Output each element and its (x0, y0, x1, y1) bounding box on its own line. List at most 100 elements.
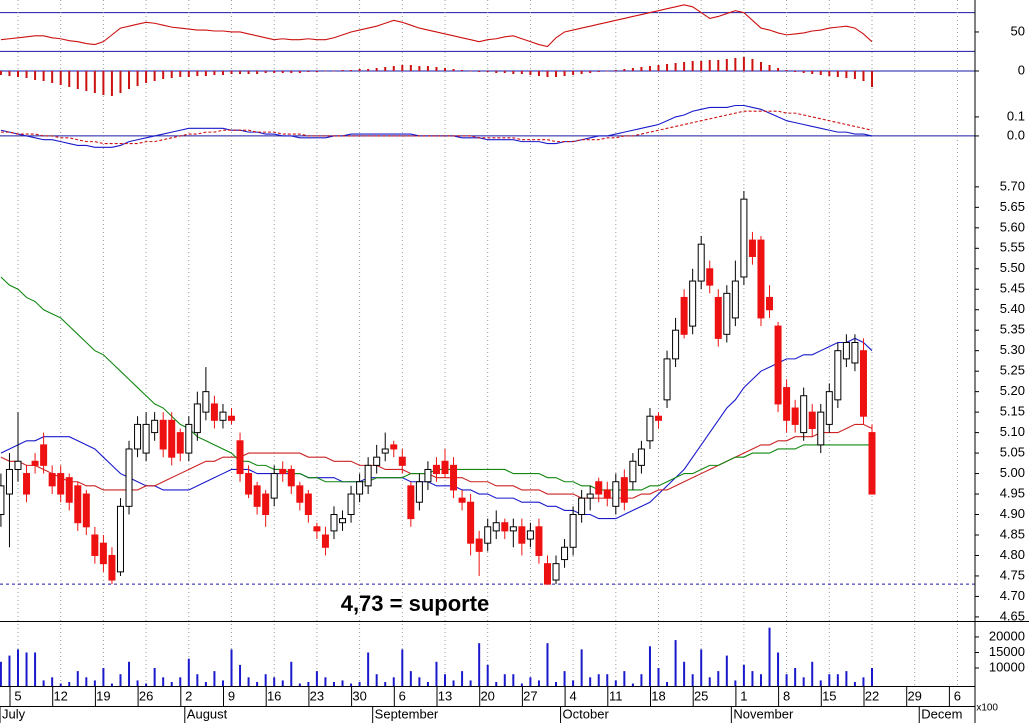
bar (34, 71, 37, 80)
candle-body (578, 497, 586, 516)
bar (128, 661, 131, 686)
candle-body (731, 280, 739, 319)
bar (640, 674, 643, 686)
y-tick-label: 4.85 (1000, 526, 1025, 541)
bar (546, 643, 549, 686)
candle-body (398, 456, 406, 466)
bar (452, 680, 455, 686)
bar (59, 71, 62, 85)
candle-body (125, 448, 133, 507)
bar (256, 71, 259, 74)
bar (187, 658, 190, 686)
candle-body (296, 485, 304, 503)
bar (802, 71, 805, 73)
bar (444, 68, 446, 71)
bar (239, 71, 242, 74)
bar (332, 681, 335, 686)
bar (461, 70, 464, 71)
candle-body (390, 444, 398, 450)
bar (51, 71, 54, 83)
bar (614, 680, 617, 686)
y-tick-label: 4.95 (1000, 485, 1025, 500)
bar (742, 57, 745, 71)
bar (862, 677, 865, 686)
bar (768, 627, 771, 686)
candle-body (5, 468, 13, 495)
bar (247, 71, 250, 74)
bar (495, 71, 498, 73)
candle-body (381, 448, 389, 454)
y-tick-label: 0 (1018, 62, 1025, 77)
bar (478, 71, 481, 72)
bar (802, 677, 805, 686)
bar (871, 71, 873, 87)
candle-body (279, 468, 287, 475)
bar (247, 677, 250, 686)
candle-body (407, 485, 415, 520)
bar (717, 671, 720, 686)
month-label: October (563, 706, 610, 721)
bar (426, 66, 429, 71)
bar (281, 680, 284, 686)
candle-body (672, 329, 680, 360)
bar (734, 680, 737, 686)
candle-body (603, 489, 611, 499)
candle-body (689, 280, 697, 327)
y-tick-label: 5.35 (1000, 322, 1025, 337)
bar (580, 71, 583, 74)
candle-body (620, 477, 628, 503)
bar (512, 674, 515, 686)
bar (307, 71, 310, 72)
bar (51, 677, 54, 686)
bar (110, 71, 113, 96)
candle-body (851, 341, 859, 364)
bar (93, 71, 96, 93)
y-tick-label: 5.55 (1000, 240, 1025, 255)
bar (298, 683, 301, 686)
candle-body (612, 481, 620, 507)
y-tick-label: 4.75 (1000, 567, 1025, 582)
candle-body (475, 538, 483, 552)
bar (512, 71, 515, 74)
bar (230, 71, 233, 74)
candle-body (842, 341, 850, 360)
bar (230, 649, 233, 686)
bar (375, 68, 378, 71)
bar (631, 68, 634, 71)
bar (110, 683, 113, 686)
month-label: July (2, 706, 26, 721)
bar (819, 680, 822, 686)
bar (0, 71, 2, 75)
bar (828, 674, 831, 686)
bar (486, 664, 489, 686)
bar (68, 71, 71, 87)
y-tick-label: 0.0 (1007, 127, 1025, 142)
bar (93, 680, 96, 686)
y-tick-label: 10000 (989, 659, 1025, 674)
bar (324, 677, 327, 686)
bar (76, 671, 79, 686)
candle-body (31, 460, 39, 466)
bar (555, 681, 558, 686)
x-tick-label: 13 (438, 688, 452, 703)
bar (871, 668, 873, 686)
y-tick-label: 4.70 (1000, 588, 1025, 603)
bar (0, 661, 2, 686)
candle-body (142, 423, 150, 454)
x-tick-label: 9 (228, 688, 235, 703)
bar (717, 60, 720, 71)
bar (478, 643, 481, 686)
bar (666, 64, 669, 71)
candle-body (108, 554, 116, 581)
bar (700, 61, 703, 71)
candle-body (99, 542, 107, 565)
candle-body (492, 522, 500, 532)
bar (290, 661, 293, 686)
bar (170, 681, 173, 686)
bar (418, 66, 421, 71)
bar (811, 661, 814, 686)
bar (119, 674, 122, 686)
bar (503, 674, 506, 686)
candle-body (91, 534, 99, 556)
